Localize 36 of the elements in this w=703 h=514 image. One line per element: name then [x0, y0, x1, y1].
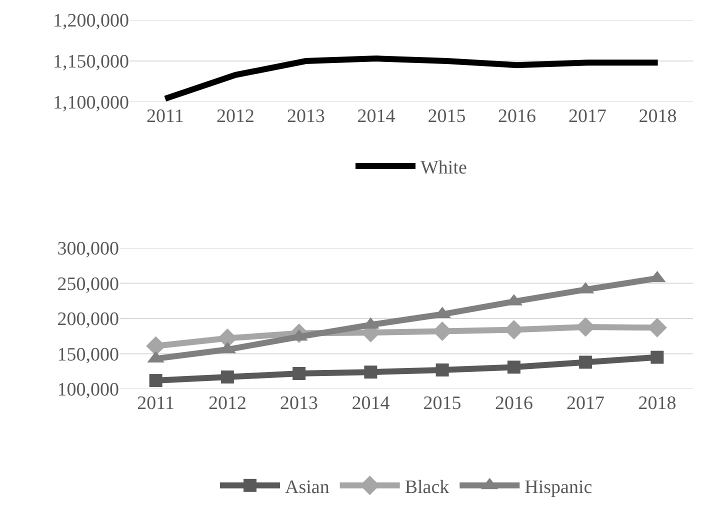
- legend-label: Asian: [285, 476, 330, 498]
- point: [507, 360, 520, 374]
- x-tick-label: 2015: [428, 106, 466, 127]
- x-tick-label: 2018: [638, 106, 677, 127]
- point: [292, 366, 306, 380]
- legend-label: Hispanic: [524, 476, 592, 498]
- y-tick-label: 300,000: [57, 238, 119, 260]
- y-tick-label: 100,000: [57, 380, 119, 401]
- y-tick-label: 1,100,000: [53, 92, 129, 114]
- x-tick-label: 2014: [357, 106, 396, 127]
- point: [149, 374, 162, 388]
- point: [364, 366, 378, 379]
- x-tick-label: 2011: [146, 106, 184, 127]
- x-tick-label: 2017: [568, 106, 606, 127]
- legend-label: White: [420, 157, 467, 178]
- legend-label: Black: [404, 476, 450, 498]
- y-tick-label: 150,000: [57, 344, 119, 366]
- y-tick-label: 1,200,000: [53, 10, 129, 32]
- x-tick-label: 2013: [286, 106, 325, 127]
- point: [220, 370, 234, 384]
- y-tick-label: 200,000: [57, 309, 119, 330]
- x-tick-label: 2012: [208, 393, 246, 414]
- x-tick-label: 2015: [423, 393, 462, 414]
- x-tick-label: 2017: [566, 393, 605, 414]
- x-tick-label: 2014: [352, 393, 390, 414]
- y-tick-label: 1,150,000: [53, 52, 129, 73]
- x-tick-label: 2018: [638, 393, 676, 414]
- x-tick-label: 2011: [137, 393, 174, 414]
- y-tick-label: 250,000: [57, 274, 119, 295]
- x-tick-label: 2016: [494, 393, 533, 414]
- x-tick-label: 2013: [280, 393, 318, 414]
- x-tick-label: 2012: [216, 106, 255, 127]
- x-tick-label: 2016: [498, 106, 536, 127]
- point: [579, 356, 592, 369]
- point: [436, 363, 449, 376]
- point: [650, 350, 664, 364]
